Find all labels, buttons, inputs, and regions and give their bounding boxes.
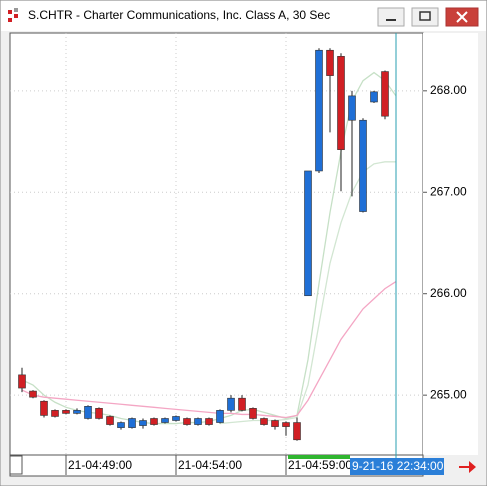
x-tick-label: 21-04:59:00 xyxy=(288,458,352,472)
candle-body xyxy=(95,408,103,419)
candle-body xyxy=(348,95,356,121)
candle-body xyxy=(315,49,323,172)
y-tick-label: 265.00 xyxy=(430,387,467,401)
candle-body xyxy=(18,374,26,389)
candle-body xyxy=(172,416,180,421)
maximize-button[interactable] xyxy=(411,7,439,27)
title-bar xyxy=(1,1,486,31)
close-button[interactable] xyxy=(445,7,479,27)
candle-body xyxy=(84,406,92,419)
candle-body xyxy=(139,420,147,426)
scroll-arrow[interactable] xyxy=(459,461,476,473)
y-tick-label: 266.00 xyxy=(430,286,467,300)
candle-body xyxy=(51,410,59,417)
candle-body xyxy=(150,418,158,425)
candle-body xyxy=(282,422,290,427)
y-tick-label: 267.00 xyxy=(430,184,467,198)
candle-body xyxy=(40,400,48,416)
candle-body xyxy=(249,408,257,419)
candle-body xyxy=(117,422,125,428)
app-icon xyxy=(8,8,18,22)
candle-body xyxy=(271,420,279,427)
scroll-box[interactable] xyxy=(9,455,23,475)
candle-body xyxy=(194,418,202,425)
candle-body xyxy=(260,418,268,425)
candle-body xyxy=(216,410,224,423)
candle-body xyxy=(227,397,235,411)
candle-body xyxy=(337,56,345,150)
candle-body xyxy=(62,410,70,414)
candle-body xyxy=(205,418,213,425)
candle-body xyxy=(183,418,191,425)
cursor-label: 9-21-16 22:34:00 xyxy=(352,459,444,473)
candle-body xyxy=(106,416,114,425)
session-marker xyxy=(288,455,350,459)
candle-body xyxy=(359,119,367,212)
minimize-button[interactable] xyxy=(377,7,405,27)
candle-body xyxy=(326,49,334,76)
price-axis xyxy=(423,33,478,455)
candle-body xyxy=(29,390,37,398)
plot-area xyxy=(9,32,424,456)
x-tick-label: 21-04:54:00 xyxy=(178,458,242,472)
candle-body xyxy=(381,71,389,117)
candle-body xyxy=(161,418,169,423)
candle-body xyxy=(128,418,136,428)
candle-body xyxy=(293,422,301,441)
x-tick-label: 21-04:49:00 xyxy=(68,458,132,472)
y-tick-label: 268.00 xyxy=(430,83,467,97)
window-title: S.CHTR - Charter Communications, Inc. Cl… xyxy=(28,8,330,22)
candle-body xyxy=(370,91,378,103)
candle-body xyxy=(304,170,312,297)
moving-average xyxy=(21,280,397,419)
candle-body xyxy=(238,397,246,411)
cursor-label-bg xyxy=(350,458,444,475)
candle-body xyxy=(73,410,81,414)
